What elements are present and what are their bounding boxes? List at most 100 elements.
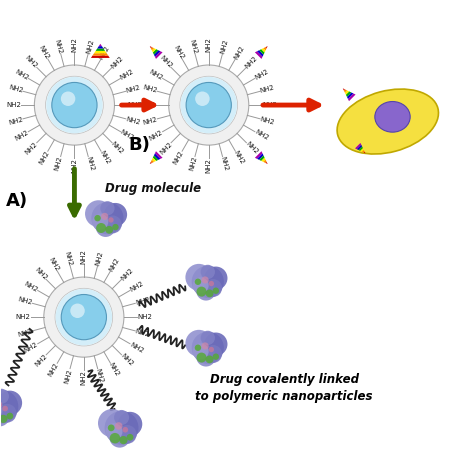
Polygon shape [97,46,103,48]
Circle shape [195,345,201,351]
Circle shape [55,289,112,346]
Text: NH2: NH2 [34,353,48,367]
Circle shape [185,264,212,291]
Text: NH2: NH2 [24,141,39,155]
Circle shape [35,65,115,145]
Circle shape [61,91,75,106]
Polygon shape [154,154,160,160]
Circle shape [2,406,8,411]
Text: NH2: NH2 [125,116,141,126]
Circle shape [109,217,114,223]
Text: NH2: NH2 [95,250,104,266]
Text: NH2: NH2 [135,297,151,306]
Text: NH2: NH2 [85,156,95,172]
Circle shape [206,356,213,363]
Circle shape [108,424,115,431]
Text: NH2: NH2 [233,45,246,60]
Circle shape [104,216,122,233]
Circle shape [0,391,22,415]
Circle shape [112,224,118,230]
Circle shape [127,434,133,441]
Text: NH2: NH2 [219,38,229,55]
Text: NH2: NH2 [6,102,21,108]
Text: NH2: NH2 [108,256,120,273]
Polygon shape [259,155,264,161]
Text: NH2: NH2 [23,281,39,293]
Polygon shape [357,145,362,150]
Circle shape [46,76,103,134]
Circle shape [197,353,207,363]
Circle shape [0,402,2,419]
Text: to polymeric nanoparticles: to polymeric nanoparticles [195,390,373,402]
Text: NH2: NH2 [244,55,259,70]
Text: NH2: NH2 [110,141,125,155]
Circle shape [201,265,215,279]
Text: NH2: NH2 [72,37,77,52]
Circle shape [61,294,107,340]
Polygon shape [155,51,163,59]
Polygon shape [99,44,102,46]
Text: NH2: NH2 [259,84,275,94]
Text: NH2: NH2 [99,150,111,165]
Circle shape [0,390,18,424]
Ellipse shape [375,101,410,132]
Text: NH2: NH2 [135,328,151,337]
Polygon shape [265,162,268,164]
Text: NH2: NH2 [64,368,73,384]
Circle shape [195,91,210,106]
Polygon shape [362,150,365,153]
Ellipse shape [337,89,438,154]
Circle shape [196,281,216,301]
Circle shape [105,411,138,445]
Circle shape [192,277,209,293]
Text: NH2: NH2 [72,158,77,173]
Text: NH2: NH2 [125,84,141,94]
Polygon shape [257,50,264,57]
Polygon shape [151,47,154,50]
Text: NH2: NH2 [47,362,60,378]
Polygon shape [150,162,152,164]
Polygon shape [151,160,154,163]
Text: NH2: NH2 [8,84,24,94]
Text: NH2: NH2 [17,328,33,337]
Text: NH2: NH2 [95,368,104,384]
Text: NH2: NH2 [206,158,212,173]
Text: NH2: NH2 [54,156,64,172]
Text: NH2: NH2 [158,141,173,155]
Text: NH2: NH2 [81,371,87,385]
Circle shape [118,425,137,444]
Circle shape [191,265,224,298]
Circle shape [186,82,231,128]
Text: NH2: NH2 [8,116,24,126]
Circle shape [118,412,142,437]
Text: NH2: NH2 [188,156,198,172]
Circle shape [122,427,128,433]
Circle shape [46,77,103,133]
Polygon shape [344,89,347,92]
Text: NH2: NH2 [259,116,275,126]
Polygon shape [348,93,356,101]
Polygon shape [152,48,156,53]
Circle shape [104,203,127,226]
Text: NH2: NH2 [64,250,73,266]
Polygon shape [358,146,363,151]
Text: NH2: NH2 [137,314,152,320]
Polygon shape [91,55,110,58]
Polygon shape [347,92,354,99]
Polygon shape [92,53,108,55]
Text: NH2: NH2 [206,37,212,52]
Polygon shape [150,46,152,48]
Polygon shape [261,158,265,162]
Polygon shape [255,151,263,159]
Circle shape [204,279,222,297]
Circle shape [96,217,116,237]
Circle shape [91,202,124,234]
Text: NH2: NH2 [172,45,185,60]
Circle shape [105,226,113,234]
Circle shape [101,213,109,220]
Circle shape [201,331,215,345]
Text: Drug molecule: Drug molecule [105,182,201,195]
Polygon shape [257,154,264,160]
Text: NH2: NH2 [254,129,269,142]
Polygon shape [96,48,105,51]
